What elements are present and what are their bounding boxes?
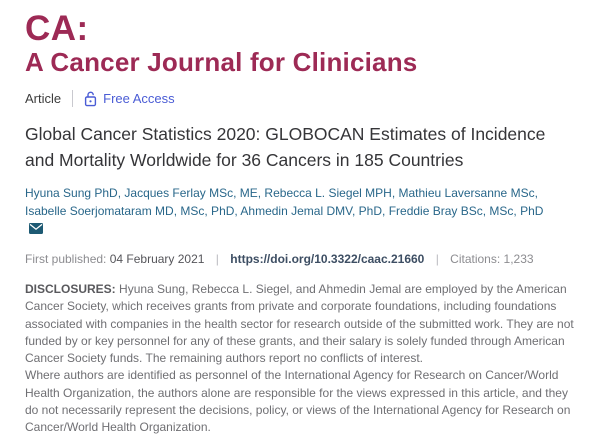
author-names[interactable]: Hyuna Sung PhD, Jacques Ferlay MSc, ME, … xyxy=(25,186,544,219)
journal-logo-line1: CA: xyxy=(25,9,89,48)
article-title: Global Cancer Statistics 2020: GLOBOCAN … xyxy=(25,124,546,170)
pipe-separator: | xyxy=(215,252,219,267)
article-meta-row: Article Free Access xyxy=(25,90,578,108)
disclosures-paragraph-2: Where authors are identified as personne… xyxy=(25,368,571,435)
publication-info-row: First published: 04 February 2021 | http… xyxy=(25,252,578,266)
disclosures-section: DISCLOSURES: Hyuna Sung, Rebecca L. Sieg… xyxy=(25,281,578,436)
doi-link[interactable]: https://doi.org/10.3322/caac.21660 xyxy=(230,252,425,267)
free-access-badge: Free Access xyxy=(84,91,175,107)
disclosures-paragraph-1: DISCLOSURES: Hyuna Sung, Rebecca L. Sieg… xyxy=(25,281,578,367)
article-type-label: Article xyxy=(25,91,62,107)
citations-label: Citations: xyxy=(450,252,501,267)
disclosures-text-1: Hyuna Sung, Rebecca L. Siegel, and Ahmed… xyxy=(25,282,574,366)
journal-logo[interactable]: CA: A Cancer Journal for Clinicians xyxy=(25,10,578,76)
first-published-date: 04 February 2021 xyxy=(109,252,205,267)
journal-logo-line2: A Cancer Journal for Clinicians xyxy=(25,46,418,77)
citations-count: 1,233 xyxy=(503,252,534,267)
pipe-separator: | xyxy=(435,252,439,267)
author-list[interactable]: Hyuna Sung PhD, Jacques Ferlay MSc, ME, … xyxy=(25,184,557,239)
first-published-label: First published: xyxy=(25,252,107,267)
meta-divider xyxy=(72,90,74,108)
envelope-icon[interactable] xyxy=(29,221,43,239)
free-access-label: Free Access xyxy=(103,91,175,107)
disclosures-label: DISCLOSURES: xyxy=(25,282,116,297)
open-lock-icon xyxy=(84,91,97,107)
